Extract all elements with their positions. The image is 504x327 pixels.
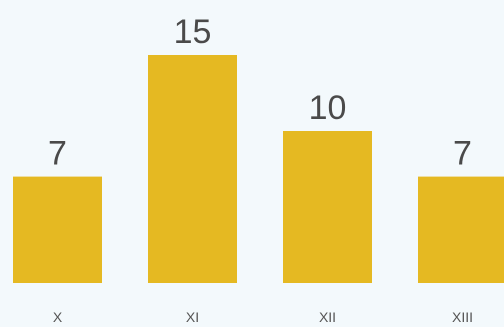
bars-layer [13,55,504,283]
category-label-xiii: XIII [452,309,473,325]
value-label-xii: 10 [309,89,347,127]
bar-xii [283,131,372,283]
value-label-x: 7 [48,135,67,173]
category-label-x: X [53,309,63,325]
bar-xi [148,55,237,283]
category-label-xii: XII [319,309,336,325]
category-label-xi: XI [186,309,199,325]
category-labels-layer: X XI XII XIII [53,309,473,325]
value-label-xiii: 7 [453,135,472,173]
value-labels-layer: 7 15 10 7 [48,13,472,173]
value-label-xi: 15 [174,13,212,51]
bar-xiii [418,176,504,283]
bar-x [13,176,102,283]
